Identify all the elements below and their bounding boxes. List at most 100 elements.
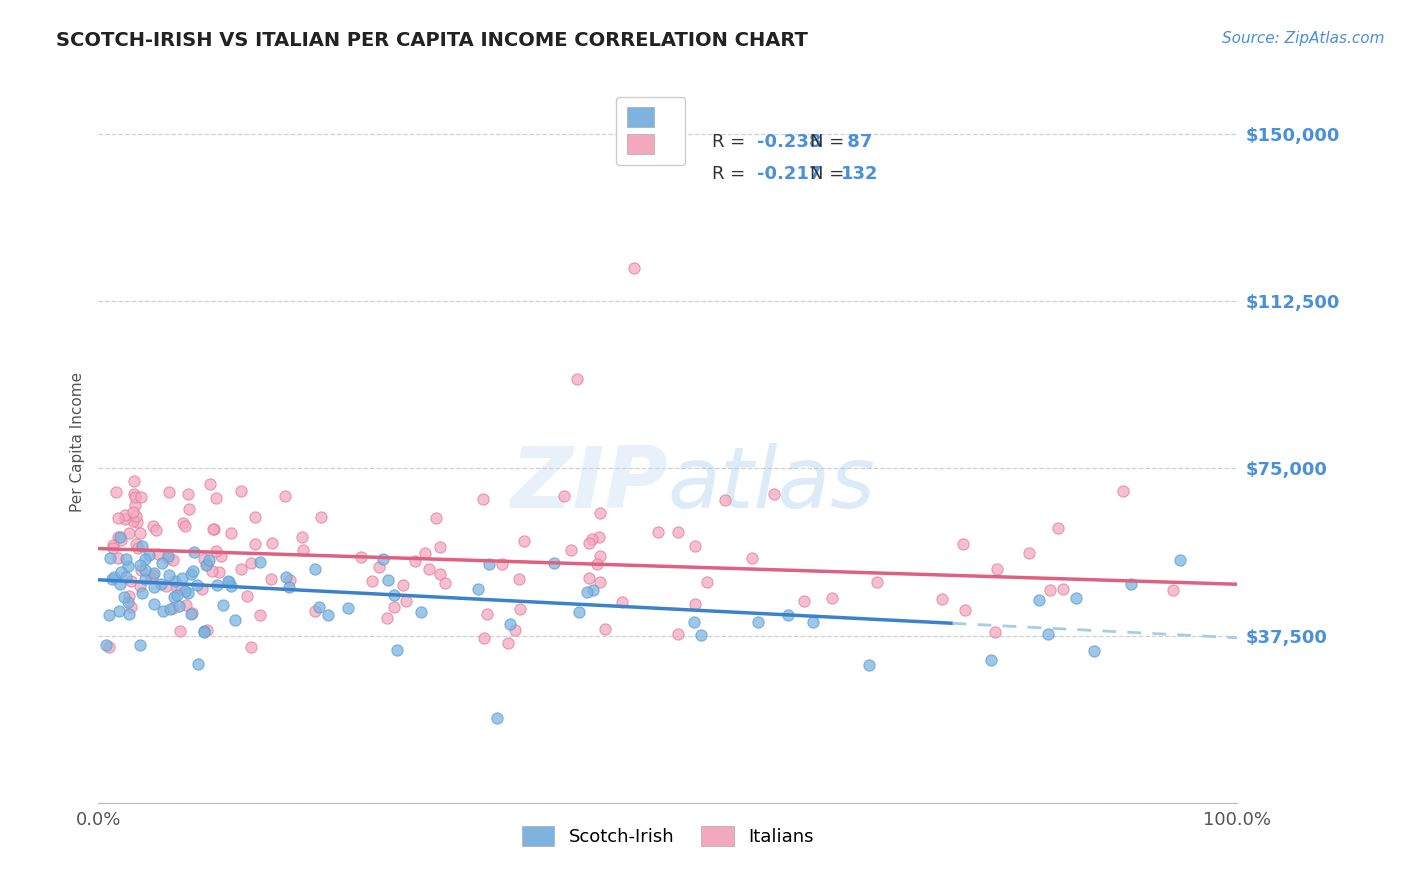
Point	[141, 571, 163, 585]
Point	[371, 552, 394, 566]
Point	[385, 643, 408, 657]
Point	[129, 563, 152, 577]
Point	[128, 525, 150, 540]
Point	[122, 474, 145, 488]
Point	[1028, 592, 1050, 607]
Point	[129, 491, 152, 505]
Point	[176, 487, 198, 501]
Point	[177, 502, 200, 516]
Text: ZIP: ZIP	[510, 443, 668, 526]
Point	[291, 530, 314, 544]
Point	[155, 579, 177, 593]
Point	[197, 552, 219, 566]
Point	[118, 589, 141, 603]
Point	[193, 551, 215, 566]
Point	[112, 590, 135, 604]
Point	[685, 598, 707, 612]
Point	[170, 582, 193, 597]
Point	[209, 549, 232, 563]
Point	[304, 561, 326, 575]
Point	[262, 535, 284, 549]
Point	[219, 525, 242, 540]
Point	[243, 537, 266, 551]
Point	[145, 523, 167, 537]
Point	[415, 546, 437, 560]
Point	[231, 484, 253, 499]
Point	[180, 607, 202, 622]
Point	[127, 515, 149, 529]
Point	[499, 617, 522, 632]
Point	[235, 589, 257, 603]
Point	[513, 534, 536, 549]
Point	[131, 586, 153, 600]
Point	[180, 566, 202, 581]
Point	[150, 576, 173, 591]
Point	[589, 549, 612, 563]
Point	[200, 476, 222, 491]
Point	[1083, 644, 1105, 658]
Point	[103, 538, 125, 552]
Point	[858, 658, 880, 673]
Point	[219, 579, 242, 593]
Point	[411, 605, 433, 619]
Point	[122, 514, 145, 528]
Point	[278, 573, 301, 587]
Point	[150, 556, 173, 570]
Point	[166, 588, 188, 602]
Point	[143, 566, 166, 580]
Point	[714, 492, 737, 507]
Point	[108, 577, 131, 591]
Point	[472, 492, 495, 507]
Point	[157, 549, 180, 563]
Point	[741, 550, 763, 565]
Point	[565, 372, 588, 386]
Point	[434, 575, 457, 590]
Point	[418, 562, 440, 576]
Point	[273, 489, 295, 503]
Point	[186, 657, 208, 672]
Point	[425, 511, 447, 525]
Point	[690, 628, 713, 642]
Point	[98, 551, 121, 566]
Point	[142, 519, 165, 533]
Point	[159, 602, 181, 616]
Point	[1039, 583, 1062, 598]
Point	[127, 541, 149, 555]
Point	[952, 537, 974, 551]
Y-axis label: Per Capita Income: Per Capita Income	[69, 371, 84, 512]
Point	[134, 572, 156, 586]
Point	[118, 526, 141, 541]
Point	[578, 571, 600, 585]
Point	[588, 506, 610, 520]
Point	[582, 582, 605, 597]
Point	[821, 591, 844, 606]
Point	[125, 508, 148, 523]
Text: R =: R =	[711, 165, 751, 184]
Point	[278, 580, 301, 594]
Point	[218, 575, 240, 590]
Point	[477, 557, 499, 571]
Point	[404, 554, 426, 568]
Point	[173, 584, 195, 599]
Point	[578, 536, 600, 550]
Point	[486, 711, 509, 725]
Point	[610, 594, 633, 608]
Point	[801, 615, 824, 629]
Point	[172, 516, 194, 531]
Point	[201, 522, 224, 536]
Point	[375, 611, 398, 625]
Point	[239, 556, 262, 570]
Point	[581, 533, 603, 547]
Point	[229, 562, 252, 576]
Point	[114, 508, 136, 522]
Point	[138, 548, 160, 562]
Text: 87: 87	[841, 133, 873, 151]
Legend: Scotch-Irish, Italians: Scotch-Irish, Italians	[513, 817, 823, 855]
Point	[165, 580, 187, 594]
Point	[107, 530, 129, 544]
Point	[953, 603, 976, 617]
Text: -0.238: -0.238	[756, 133, 821, 151]
Text: atlas: atlas	[668, 443, 876, 526]
Text: 132: 132	[841, 165, 879, 184]
Text: Source: ZipAtlas.com: Source: ZipAtlas.com	[1222, 31, 1385, 46]
